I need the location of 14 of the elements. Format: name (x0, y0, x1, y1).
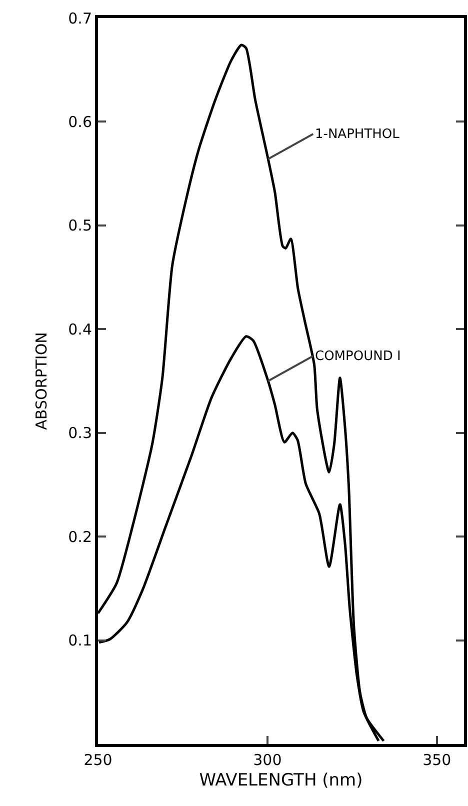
y-tick-label: 0.7 (68, 9, 92, 28)
y-axis-title: ABSORPTION (32, 332, 50, 430)
x-tick-label: 250 (84, 751, 112, 769)
y-tick-label: 0.2 (68, 528, 92, 546)
x-tick-label: 300 (253, 751, 282, 769)
y-tick-label: 0.6 (68, 112, 92, 131)
annotation: 1-NAPHTHOL (315, 127, 400, 142)
annotation: COMPOUND I (315, 349, 401, 364)
x-tick-label: 350 (422, 751, 452, 769)
y-tick-label: 0.1 (68, 632, 92, 650)
y-tick-label: 0.4 (68, 320, 92, 338)
x-axis-title: WAVELENGTH (nm) (199, 770, 363, 790)
y-tick-label: 0.3 (68, 424, 92, 442)
y-tick-label: 0.5 (68, 216, 92, 235)
